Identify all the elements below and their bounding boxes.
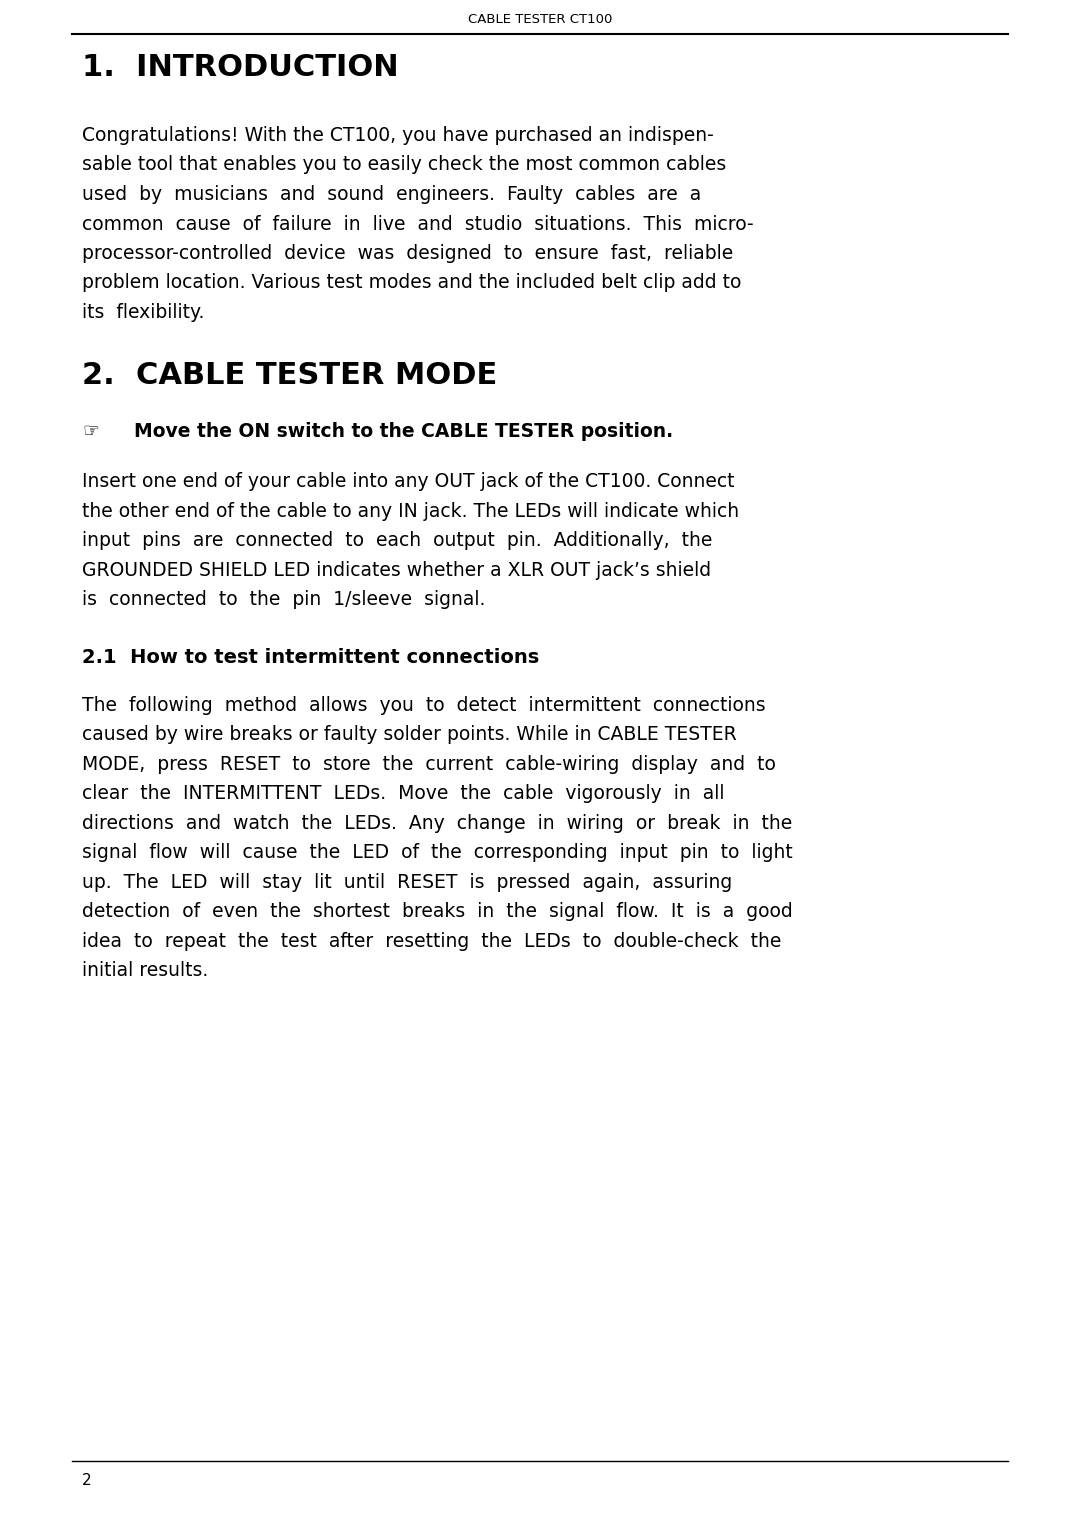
Text: initial results.: initial results. <box>82 961 208 981</box>
Text: its  flexibility.: its flexibility. <box>82 303 204 322</box>
Text: up.  The  LED  will  stay  lit  until  RESET  is  pressed  again,  assuring: up. The LED will stay lit until RESET is… <box>82 873 732 891</box>
Text: ☞: ☞ <box>82 423 98 441</box>
Text: caused by wire breaks or faulty solder points. While in CABLE TESTER: caused by wire breaks or faulty solder p… <box>82 726 737 744</box>
Text: idea  to  repeat  the  test  after  resetting  the  LEDs  to  double-check  the: idea to repeat the test after resetting … <box>82 932 781 951</box>
Text: GROUNDED SHIELD LED indicates whether a XLR OUT jack’s shield: GROUNDED SHIELD LED indicates whether a … <box>82 561 711 580</box>
Text: Insert one end of your cable into any OUT jack of the CT100. Connect: Insert one end of your cable into any OU… <box>82 473 734 491</box>
Text: 2.  CABLE TESTER MODE: 2. CABLE TESTER MODE <box>82 360 497 389</box>
Text: processor-controlled  device  was  designed  to  ensure  fast,  reliable: processor-controlled device was designed… <box>82 243 733 263</box>
Text: common  cause  of  failure  in  live  and  studio  situations.  This  micro-: common cause of failure in live and stud… <box>82 214 754 234</box>
Text: 2.1  How to test intermittent connections: 2.1 How to test intermittent connections <box>82 648 539 668</box>
Text: directions  and  watch  the  LEDs.  Any  change  in  wiring  or  break  in  the: directions and watch the LEDs. Any chang… <box>82 814 793 834</box>
Text: clear  the  INTERMITTENT  LEDs.  Move  the  cable  vigorously  in  all: clear the INTERMITTENT LEDs. Move the ca… <box>82 785 725 803</box>
Text: used  by  musicians  and  sound  engineers.  Faulty  cables  are  a: used by musicians and sound engineers. F… <box>82 186 701 204</box>
Text: the other end of the cable to any IN jack. The LEDs will indicate which: the other end of the cable to any IN jac… <box>82 502 739 522</box>
Text: 2: 2 <box>82 1472 92 1488</box>
Text: Move the ON switch to the CABLE TESTER position.: Move the ON switch to the CABLE TESTER p… <box>134 423 673 441</box>
Text: sable tool that enables you to easily check the most common cables: sable tool that enables you to easily ch… <box>82 155 726 175</box>
Text: input  pins  are  connected  to  each  output  pin.  Additionally,  the: input pins are connected to each output … <box>82 531 713 551</box>
Text: detection  of  even  the  shortest  breaks  in  the  signal  flow.  It  is  a  g: detection of even the shortest breaks in… <box>82 902 793 922</box>
Text: 1.  INTRODUCTION: 1. INTRODUCTION <box>82 53 399 82</box>
Text: Congratulations! With the CT100, you have purchased an indispen-: Congratulations! With the CT100, you hav… <box>82 126 714 144</box>
Text: signal  flow  will  cause  the  LED  of  the  corresponding  input  pin  to  lig: signal flow will cause the LED of the co… <box>82 844 793 862</box>
Text: problem location. Various test modes and the included belt clip add to: problem location. Various test modes and… <box>82 274 741 292</box>
Text: CABLE TESTER CT100: CABLE TESTER CT100 <box>468 14 612 26</box>
Text: The  following  method  allows  you  to  detect  intermittent  connections: The following method allows you to detec… <box>82 697 766 715</box>
Text: is  connected  to  the  pin  1/sleeve  signal.: is connected to the pin 1/sleeve signal. <box>82 590 485 610</box>
Text: MODE,  press  RESET  to  store  the  current  cable-wiring  display  and  to: MODE, press RESET to store the current c… <box>82 754 775 774</box>
